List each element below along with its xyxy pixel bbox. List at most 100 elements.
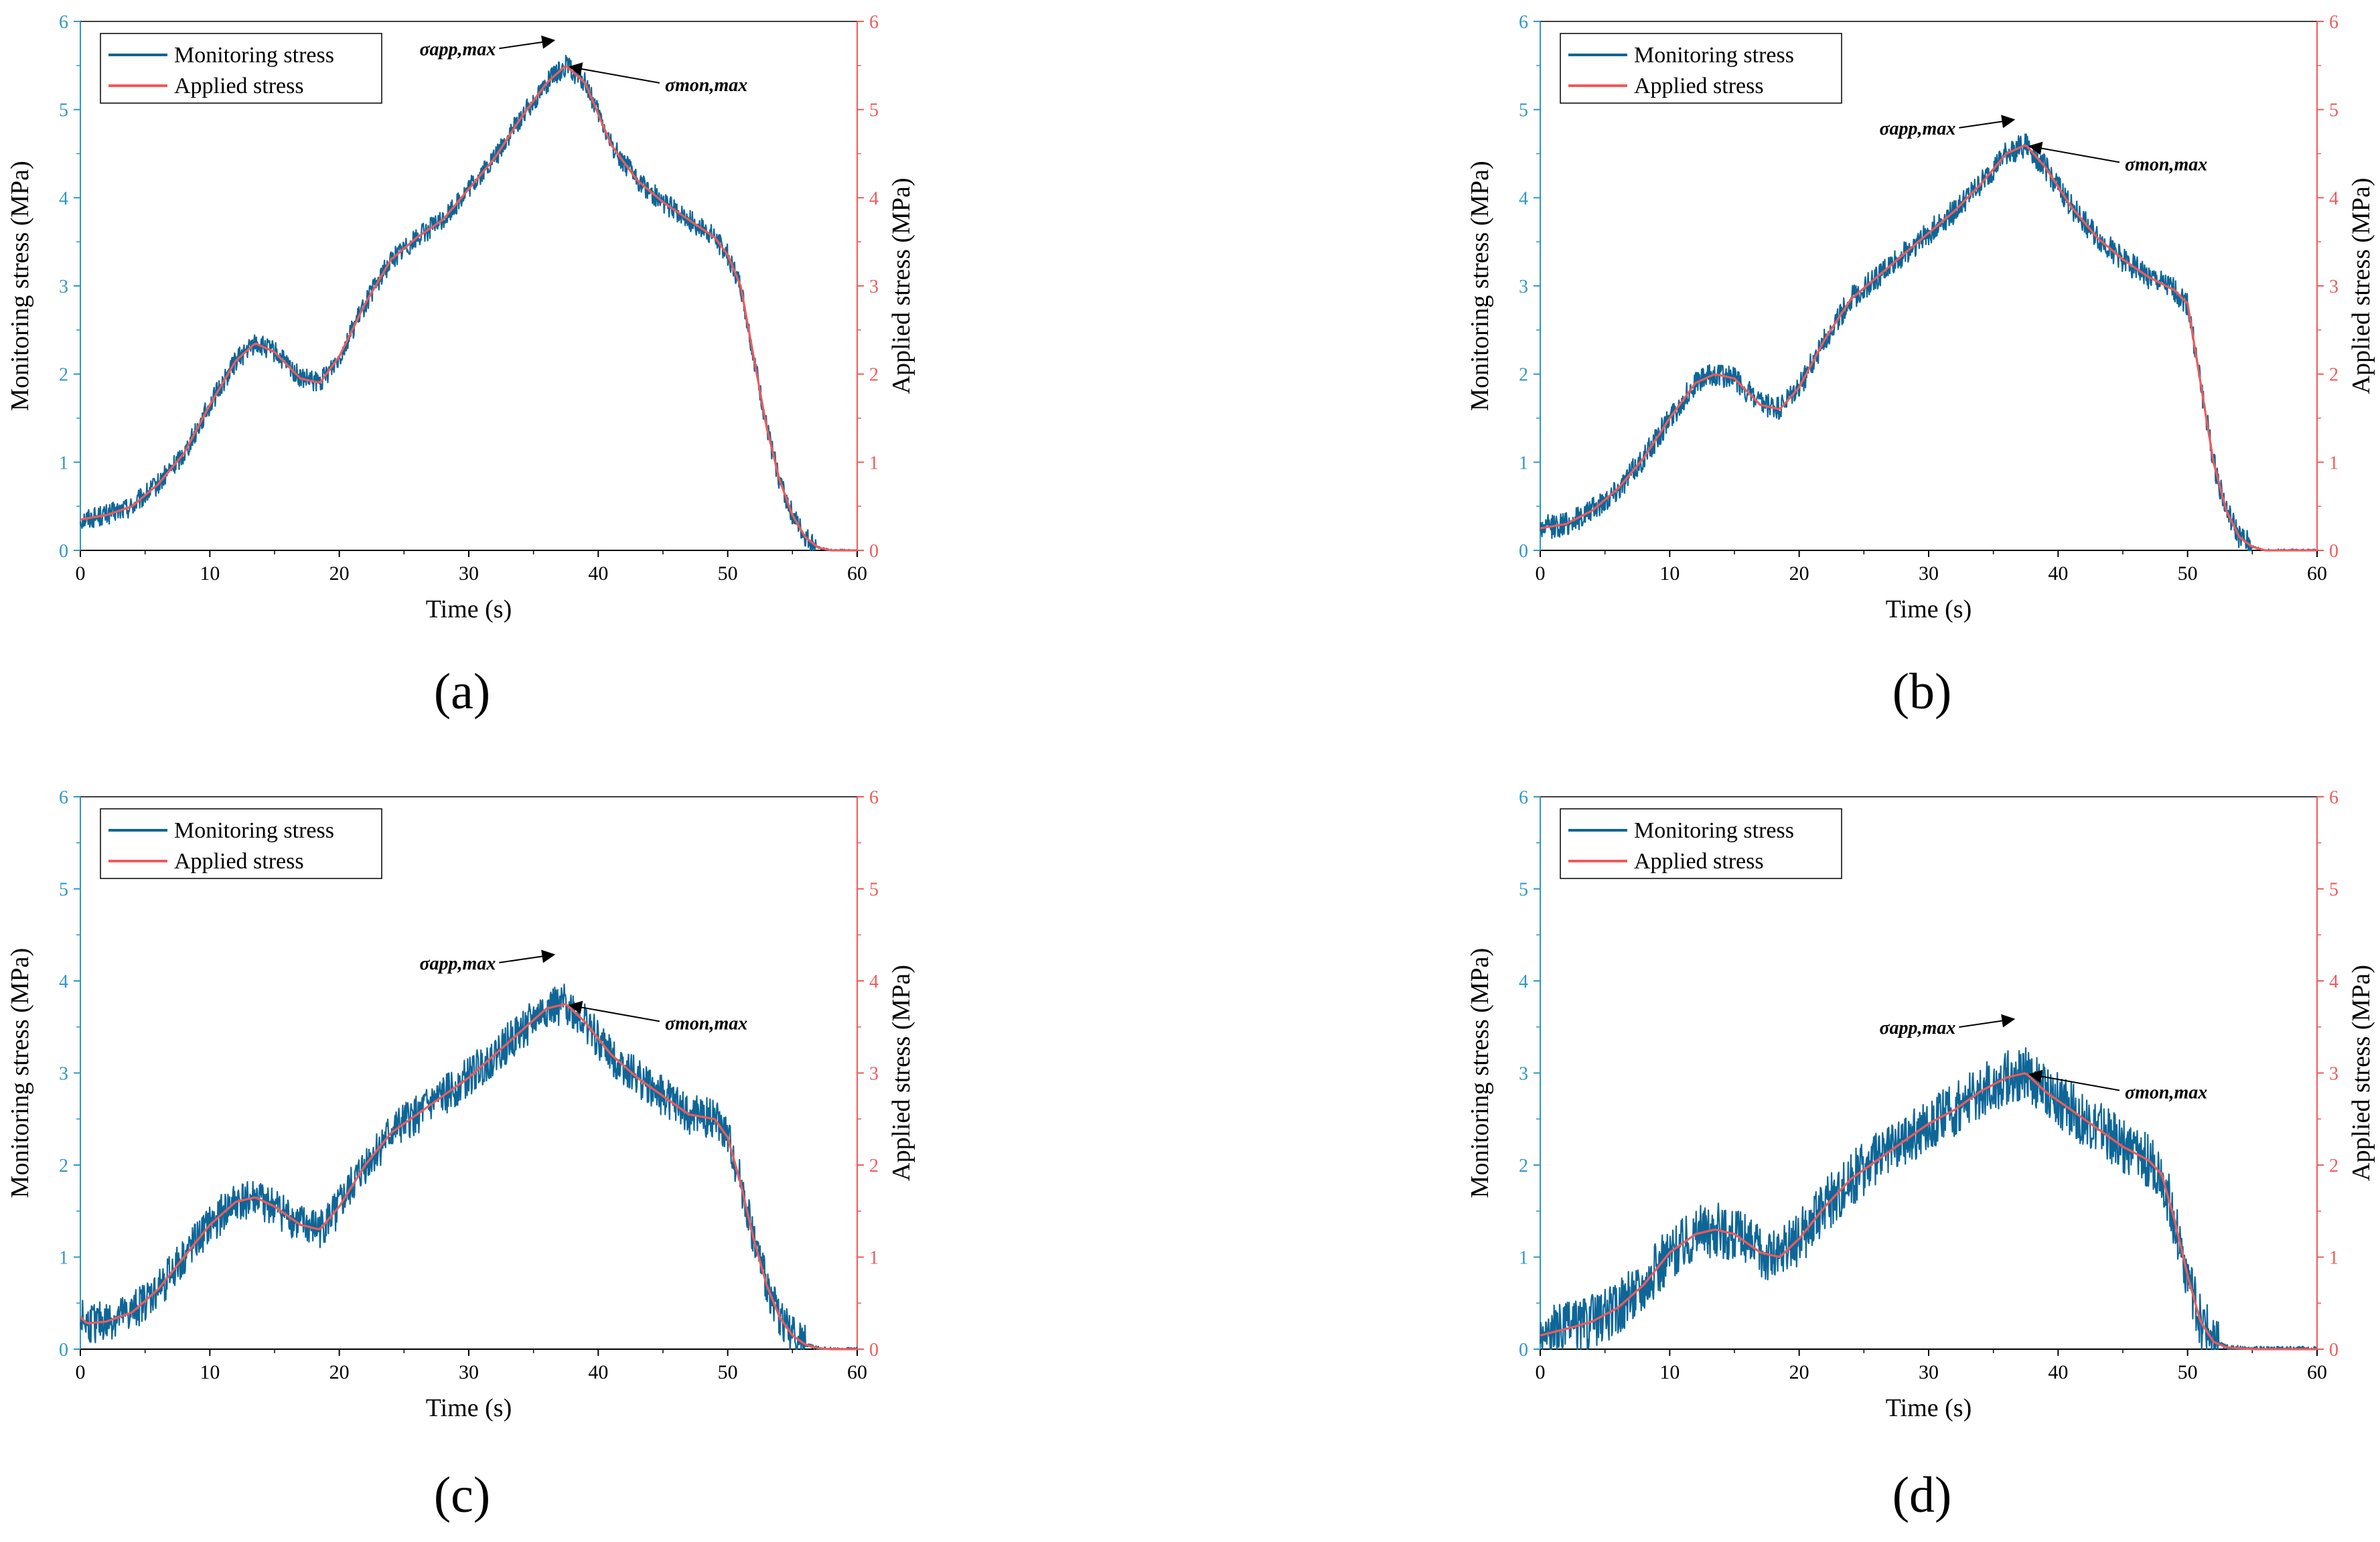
x-tick-label: 20 — [1789, 562, 1809, 585]
x-tick-label: 30 — [459, 562, 479, 585]
x-tick-label: 0 — [76, 1361, 86, 1383]
left-y-tick-label: 3 — [59, 277, 68, 297]
right-y-tick-label: 2 — [869, 365, 879, 386]
left-y-tick-label: 5 — [1519, 880, 1528, 901]
annotation-sigma-mon-max: σmon,max — [2125, 154, 2207, 175]
left-y-tick-label: 3 — [1519, 277, 1528, 297]
x-tick-label: 60 — [2307, 562, 2327, 585]
annotation-sigma-mon-max: σmon,max — [2125, 1083, 2207, 1103]
left-y-tick-label: 0 — [1519, 1340, 1528, 1361]
annotation-sigma-app-max: σapp,max — [1879, 1018, 1955, 1038]
legend-box — [1560, 33, 1842, 104]
right-y-axis-label: Applied stress (MPa) — [2347, 178, 2375, 394]
x-tick-label: 60 — [847, 1361, 867, 1383]
left-y-tick-label: 6 — [1519, 787, 1528, 808]
annotation-sigma-mon-max: σmon,max — [665, 1013, 747, 1034]
left-y-axis-label: Monitoring stress (MPa) — [6, 948, 34, 1199]
left-y-tick-label: 2 — [1519, 365, 1528, 386]
annotation-sigma-app-max: σapp,max — [1879, 119, 1955, 139]
right-y-tick-label: 5 — [2329, 100, 2338, 121]
series-applied-stress — [1540, 144, 2317, 552]
left-y-tick-label: 5 — [59, 880, 68, 901]
left-y-tick-label: 6 — [59, 12, 68, 33]
x-tick-label: 0 — [1536, 562, 1546, 585]
annotation-sigma-app-max: σapp,max — [419, 39, 496, 60]
right-y-tick-label: 5 — [869, 880, 879, 901]
x-tick-label: 0 — [76, 562, 86, 585]
annotation-sigma-mon-max: σmon,max — [665, 75, 747, 96]
x-tick-label: 10 — [1659, 562, 1680, 585]
legend-box — [100, 808, 382, 879]
left-y-axis-label: Monitoring stress (MPa) — [1466, 161, 1494, 411]
left-y-tick-label: 5 — [1519, 100, 1528, 121]
right-y-tick-label: 3 — [869, 1064, 879, 1085]
annotation-arrow-mon — [569, 62, 660, 84]
left-y-tick-label: 2 — [59, 1156, 68, 1176]
right-y-tick-label: 1 — [2329, 453, 2338, 473]
left-y-tick-label: 5 — [59, 100, 68, 121]
right-y-tick-label: 3 — [2329, 1064, 2338, 1085]
x-axis-label: Time (s) — [426, 595, 512, 623]
annotation-arrow-app — [1959, 1014, 2016, 1028]
legend-label-applied: Applied stress — [1634, 849, 1764, 874]
right-y-tick-label: 6 — [2329, 787, 2338, 808]
series-monitoring-stress — [1539, 133, 2318, 552]
caption-c: (c) — [433, 1467, 491, 1523]
x-tick-label: 10 — [200, 1361, 220, 1383]
left-y-tick-label: 1 — [1519, 1248, 1528, 1269]
series-applied-stress — [1540, 1072, 2317, 1351]
right-y-tick-label: 6 — [869, 787, 879, 808]
left-y-tick-label: 0 — [1519, 541, 1528, 562]
right-y-axis-label: Applied stress (MPa) — [887, 178, 915, 394]
right-y-tick-label: 2 — [2329, 1156, 2338, 1176]
x-tick-label: 0 — [1536, 1361, 1546, 1383]
left-y-tick-label: 4 — [59, 188, 68, 209]
x-axis-label: Time (s) — [426, 1394, 512, 1422]
annotation-arrow-app — [1959, 114, 2016, 129]
annotation-arrow-mon — [569, 1000, 660, 1022]
legend-label-applied: Applied stress — [1634, 74, 1764, 98]
x-tick-label: 30 — [459, 1361, 479, 1383]
x-tick-label: 30 — [1919, 562, 1939, 585]
right-y-tick-label: 4 — [869, 188, 879, 209]
x-axis-label: Time (s) — [1886, 595, 1972, 623]
x-tick-label: 30 — [1919, 1361, 1939, 1383]
right-y-tick-label: 6 — [2329, 12, 2338, 33]
legend-label-applied: Applied stress — [174, 74, 304, 98]
legend-label-monitoring: Monitoring stress — [174, 818, 334, 843]
chart-panel-c: 0 10 20 30 40 50 60 0 0 1 1 2 2 3 3 4 4 5 5 6 6 Time (s) Monit… — [0, 777, 978, 1436]
x-tick-label: 50 — [2178, 562, 2198, 585]
right-y-tick-label: 5 — [869, 100, 879, 121]
left-y-tick-label: 6 — [1519, 12, 1528, 33]
x-tick-label: 20 — [1789, 1361, 1809, 1383]
x-tick-label: 40 — [588, 562, 608, 585]
chart-panel-d: 0 10 20 30 40 50 60 0 0 1 1 2 2 3 3 4 4 5 5 6 6 Time (s) Monit… — [1460, 777, 2380, 1436]
legend-box — [1560, 808, 1842, 879]
right-y-tick-label: 5 — [2329, 880, 2338, 901]
annotation-arrow-mon — [2028, 141, 2120, 163]
legend-label-monitoring: Monitoring stress — [1634, 43, 1794, 68]
legend-box — [100, 33, 382, 104]
series-monitoring-stress — [79, 983, 859, 1351]
x-tick-label: 50 — [718, 562, 738, 585]
right-y-tick-label: 0 — [2329, 1340, 2338, 1361]
right-y-tick-label: 4 — [869, 972, 879, 992]
caption-d: (d) — [1892, 1467, 1952, 1523]
right-y-tick-label: 3 — [2329, 277, 2338, 297]
series-monitoring-stress — [79, 54, 858, 552]
chart-panel-a: 0 10 20 30 40 50 60 0 0 1 1 2 2 3 3 4 4 5 5 6 6 Time (s) Monit… — [0, 0, 978, 646]
annotation-arrow-app — [499, 949, 556, 963]
right-y-tick-label: 2 — [869, 1156, 879, 1176]
left-y-tick-label: 1 — [59, 1248, 68, 1269]
series-applied-stress — [80, 66, 857, 552]
left-y-tick-label: 4 — [59, 972, 68, 992]
right-y-tick-label: 1 — [869, 1248, 879, 1269]
annotation-arrow-app — [499, 35, 556, 50]
right-y-axis-label: Applied stress (MPa) — [887, 965, 915, 1181]
right-y-tick-label: 0 — [2329, 541, 2338, 562]
left-y-axis-label: Monitoring stress (MPa) — [6, 161, 34, 411]
chart-panel-b: 0 10 20 30 40 50 60 0 0 1 1 2 2 3 3 4 4 5 5 6 6 Time (s) Monit… — [1460, 0, 2380, 646]
annotation-sigma-app-max: σapp,max — [419, 953, 496, 974]
right-y-tick-label: 0 — [869, 1340, 879, 1361]
